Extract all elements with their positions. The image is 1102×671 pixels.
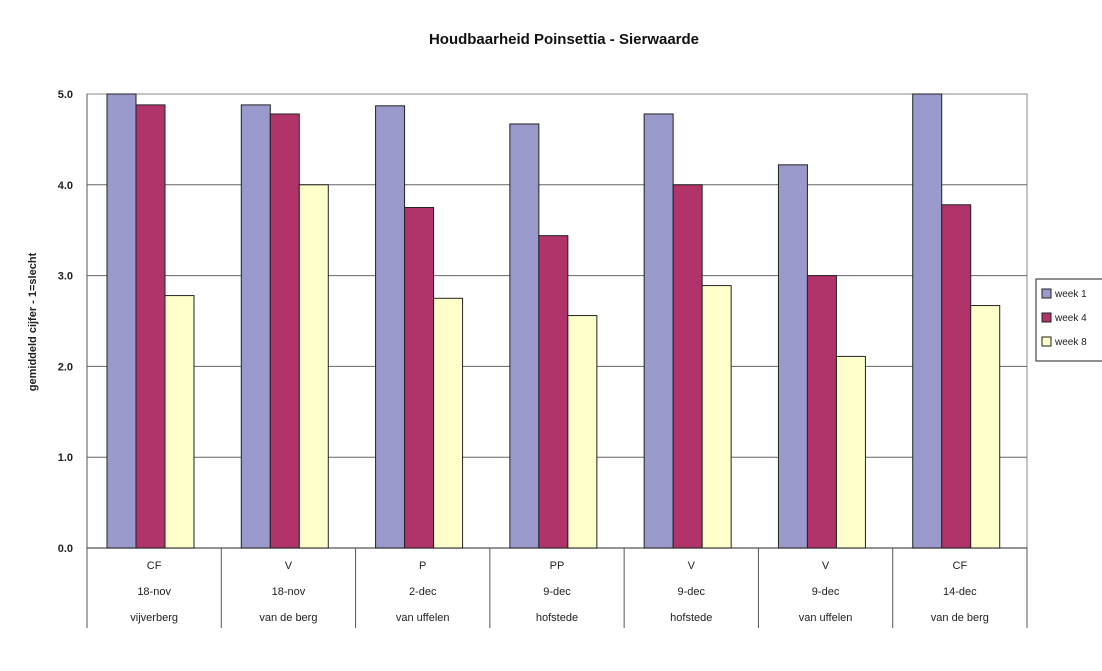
x-category-label: hofstede [536,612,578,624]
bar-week-4-4 [672,184,703,549]
bar-week-4-5 [806,275,837,549]
legend-swatch-1 [1041,312,1052,323]
x-category-label: 18-nov [137,586,171,598]
bar-week-8-1 [298,184,329,549]
bar-week-4-6 [941,204,972,549]
bar-week-4-0 [135,104,166,549]
y-axis-label: gemiddeld cijfer - 1=slecht [27,252,39,391]
x-category-label: P [419,560,426,572]
bar-week-1-0 [106,93,137,549]
y-tick-label: 4.0 [58,180,73,192]
bar-week-1-1 [240,104,271,549]
y-tick-label: 2.0 [58,361,73,373]
x-category-label: 9-dec [678,586,706,598]
y-tick-label: 1.0 [58,452,73,464]
y-tick-label: 3.0 [58,271,73,283]
bar-week-8-2 [433,297,464,549]
bar-week-1-2 [375,105,406,549]
bar-week-8-3 [567,315,598,549]
x-category-label: 18-nov [272,586,306,598]
x-category-label: PP [550,560,565,572]
legend: week 1 week 4 week 8 [1035,278,1102,362]
bar-week-8-4 [701,285,732,549]
x-category-label: vijverberg [130,612,178,624]
x-category-label: 9-dec [812,586,840,598]
chart-title: Houdbaarheid Poinsettia - Sierwaarde [429,31,699,48]
bar-week-8-5 [835,355,866,549]
x-category-label: V [822,560,830,572]
x-category-label: van de berg [931,612,989,624]
bar-week-4-2 [404,207,435,549]
legend-swatch-0 [1041,288,1052,299]
plot-area: 0.0 1.0 2.0 3.0 4.0 5.0 CF 18-nov vijverberg V 18-… [58,89,1028,628]
x-category-label: hofstede [670,612,712,624]
y-tick-label: 0.0 [58,543,73,555]
x-category-label: 2-dec [409,586,437,598]
bar-week-1-3 [509,123,540,549]
x-category-label: CF [147,560,162,572]
legend-label: week 8 [1054,337,1087,348]
bar-week-4-1 [269,113,300,549]
bar-week-4-3 [538,235,569,549]
legend-label: week 1 [1054,289,1087,300]
x-category-label: van de berg [259,612,317,624]
x-category-label: CF [953,560,968,572]
x-category-label: V [688,560,696,572]
x-category-label: 9-dec [543,586,571,598]
bar-week-1-4 [643,113,674,549]
bar-week-1-5 [777,164,808,549]
x-category-label: V [285,560,293,572]
y-tick-label: 5.0 [58,89,73,101]
legend-swatch-2 [1041,336,1052,347]
legend-label: week 4 [1054,313,1087,324]
bar-week-8-0 [164,295,195,549]
bar-week-8-6 [970,305,1001,549]
x-category-label: 14-dec [943,586,977,598]
bar-week-1-6 [912,93,943,549]
x-category-label: van uffelen [799,612,853,624]
x-category-label: van uffelen [396,612,450,624]
